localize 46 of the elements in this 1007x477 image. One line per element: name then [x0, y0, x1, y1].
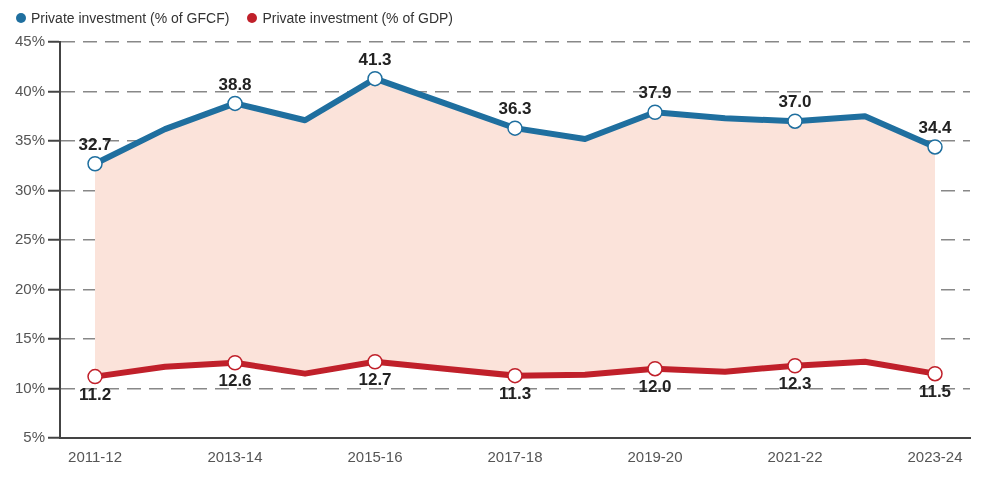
point — [507, 367, 523, 384]
y-tick-label: 20% — [14, 279, 46, 297]
x-tick-label: 2019-20 — [627, 448, 683, 466]
point — [227, 95, 243, 112]
x-tick-label: 2023-24 — [907, 448, 963, 466]
data-label: 37.9 — [638, 83, 672, 103]
data-label: 34.4 — [918, 118, 953, 138]
y-tick-label: 45% — [14, 32, 46, 50]
y-tick-label: 10% — [14, 378, 46, 396]
point — [927, 139, 943, 155]
point — [647, 360, 663, 377]
x-tick-label: 2017-18 — [487, 448, 543, 466]
point — [367, 70, 383, 87]
point — [787, 113, 803, 129]
data-label: 12.7 — [358, 369, 392, 389]
legend-label: Private investment (% of GFCF) — [31, 10, 230, 26]
y-tick-label: 25% — [14, 230, 46, 248]
point — [927, 365, 943, 382]
data-label: 11.5 — [918, 381, 952, 401]
x-tick-label: 2013-14 — [207, 448, 263, 466]
data-label: 36.3 — [498, 99, 532, 119]
point — [367, 354, 383, 370]
data-label: 12.3 — [778, 373, 812, 393]
data-label: 12.6 — [218, 370, 252, 390]
data-label: 11.3 — [498, 383, 532, 403]
point — [647, 104, 663, 121]
data-label: 12.0 — [638, 376, 672, 396]
data-label: 37.0 — [778, 92, 812, 112]
data-label: 11.2 — [78, 384, 112, 404]
y-tick-label: 15% — [14, 329, 46, 347]
point — [227, 355, 243, 371]
data-label: 38.8 — [218, 74, 252, 94]
point — [87, 368, 103, 385]
x-tick-label: 2011-12 — [68, 448, 122, 466]
data-label: 32.7 — [78, 134, 112, 154]
data-label: 41.3 — [358, 49, 392, 69]
y-tick-label: 40% — [14, 81, 46, 99]
point — [507, 120, 523, 136]
x-tick-label: 2015-16 — [347, 448, 403, 466]
y-tick-label: 5% — [23, 428, 46, 446]
y-tick-label: 35% — [14, 131, 46, 149]
point — [787, 357, 803, 374]
y-tick-label: 30% — [14, 180, 46, 198]
x-tick-label: 2021-22 — [767, 448, 823, 466]
legend-label: Private investment (% of GDP) — [262, 10, 454, 26]
point — [87, 156, 103, 172]
